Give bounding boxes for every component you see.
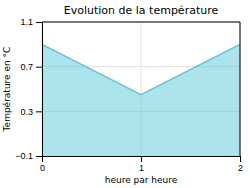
tick: 2 xyxy=(238,156,243,173)
tick-mark xyxy=(36,111,42,112)
tick: 1.1 xyxy=(20,17,42,27)
tick-label: 1 xyxy=(139,163,144,173)
title: Evolution de la température xyxy=(64,4,219,17)
axis-line xyxy=(36,23,43,157)
y-axis: −0.1 0.3 0.7 1.1 xyxy=(15,17,42,161)
tick-mark xyxy=(36,22,42,23)
marks xyxy=(42,44,240,156)
axis-line xyxy=(43,157,241,163)
grid-line xyxy=(240,22,241,156)
grid xyxy=(42,22,240,156)
tick-label: 2 xyxy=(238,163,243,173)
tick: 0.3 xyxy=(20,107,42,117)
frame xyxy=(42,22,240,23)
tick: −0.1 xyxy=(15,151,42,161)
chart: 0 1 2 −0.1 0.3 0.7 1.1 Evolution de la températ… xyxy=(0,0,250,188)
tick: 0.7 xyxy=(20,62,42,72)
tick-label: 0.7 xyxy=(20,62,33,72)
tick-mark xyxy=(36,67,42,68)
tick-label: −0.1 xyxy=(15,151,33,161)
tick-mark xyxy=(36,156,42,157)
grid-line xyxy=(42,22,240,23)
tick-label: 0 xyxy=(40,163,45,173)
tick: 0 xyxy=(40,156,45,173)
tick-label: 0.3 xyxy=(20,107,33,117)
tick-label: 1.1 xyxy=(20,17,33,27)
x-axis: 0 1 2 xyxy=(40,156,243,173)
tick-mark xyxy=(240,156,241,162)
tick-mark xyxy=(141,156,142,162)
line xyxy=(42,44,240,94)
frame xyxy=(240,22,241,156)
area xyxy=(42,44,240,156)
tick: 1 xyxy=(139,156,144,173)
plot: 0 1 2 −0.1 0.3 0.7 1.1 xyxy=(15,17,243,173)
x-axis-title: heure par heure xyxy=(105,175,178,185)
y-axis-title: Température en °C xyxy=(2,47,12,133)
